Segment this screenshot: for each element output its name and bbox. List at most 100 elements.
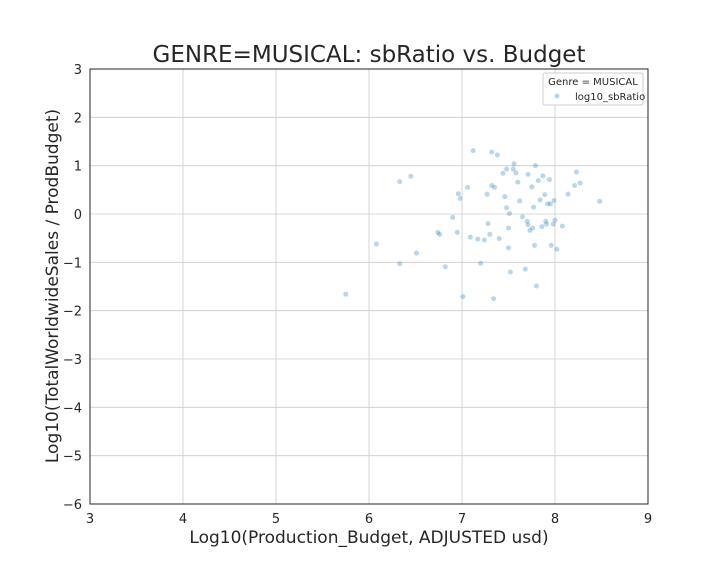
x-tick-label: 6 <box>365 512 373 527</box>
data-point <box>373 241 379 247</box>
data-point <box>454 229 460 235</box>
data-point <box>532 163 538 169</box>
data-point <box>524 218 530 224</box>
data-point <box>548 242 554 248</box>
data-point <box>525 171 531 177</box>
data-point <box>551 197 557 203</box>
data-point <box>491 296 497 302</box>
chart-title: GENRE=MUSICAL: sbRatio vs. Budget <box>153 42 586 68</box>
y-tick-label: −2 <box>63 305 82 320</box>
data-point <box>435 229 441 235</box>
data-point <box>546 177 552 183</box>
data-point <box>573 169 579 175</box>
data-point <box>506 225 511 231</box>
data-point <box>533 283 539 289</box>
data-point <box>408 173 414 179</box>
legend-box <box>542 72 644 106</box>
data-point <box>537 197 543 203</box>
data-point <box>522 266 528 272</box>
data-point <box>544 221 550 227</box>
data-point <box>478 260 484 266</box>
data-point <box>450 214 456 220</box>
data-point <box>543 218 549 224</box>
data-point <box>397 179 403 185</box>
data-point <box>437 231 443 237</box>
x-tick-label: 4 <box>179 512 187 527</box>
data-point <box>494 152 500 158</box>
data-point <box>502 194 508 200</box>
data-point <box>554 246 560 252</box>
y-tick-label: −1 <box>63 256 82 271</box>
data-point <box>506 211 512 217</box>
data-point <box>475 236 481 242</box>
data-point <box>465 184 471 190</box>
data-point <box>530 225 536 231</box>
data-point <box>572 182 578 188</box>
data-point <box>397 261 403 267</box>
data-point <box>485 221 491 227</box>
data-point <box>597 198 603 204</box>
data-point <box>547 201 553 207</box>
data-point <box>513 170 519 176</box>
data-point <box>487 231 493 237</box>
y-axis-label: Log10(TotalWorldwideSales / ProdBudget) <box>43 109 63 463</box>
y-tick-label: −3 <box>63 353 82 368</box>
data-point <box>489 182 495 188</box>
data-point <box>577 180 583 186</box>
data-point <box>527 227 533 233</box>
data-point <box>552 217 558 223</box>
data-point <box>489 149 495 155</box>
data-point <box>504 205 510 211</box>
y-tick-label: 0 <box>74 208 82 223</box>
data-point <box>511 161 517 167</box>
x-tick-label: 9 <box>644 512 652 527</box>
y-tick-labels: −6 −5 −4 −3 −2 −1 0 1 2 3 <box>63 63 82 513</box>
data-point <box>343 291 349 297</box>
x-tick-labels: 3 4 5 6 7 8 9 <box>86 512 652 527</box>
data-point <box>535 178 541 184</box>
data-point <box>540 173 546 179</box>
data-point <box>515 179 521 185</box>
data-point <box>481 237 487 243</box>
data-point <box>470 148 476 154</box>
data-point <box>506 245 511 251</box>
x-tick-label: 7 <box>458 512 466 527</box>
data-point <box>517 198 523 204</box>
data-point <box>525 222 531 228</box>
data-point <box>500 170 506 176</box>
legend-entry-label: log10_sbRatio <box>575 92 645 103</box>
data-point <box>484 191 490 197</box>
data-point <box>492 184 498 190</box>
y-tick-label: −6 <box>63 498 82 513</box>
data-points <box>343 148 603 302</box>
data-point <box>467 234 473 240</box>
data-point <box>532 242 538 248</box>
data-point <box>519 214 525 220</box>
data-point <box>496 236 502 242</box>
data-point <box>510 166 516 172</box>
data-point <box>550 221 556 227</box>
y-tick-label: −5 <box>63 450 82 465</box>
data-point <box>413 250 419 256</box>
legend-title: Genre = MUSICAL <box>548 77 638 88</box>
y-tick-label: −4 <box>63 401 82 416</box>
data-point <box>531 204 537 210</box>
data-point <box>529 184 535 190</box>
data-point <box>545 201 551 207</box>
x-tick-label: 8 <box>551 512 559 527</box>
x-tick-label: 5 <box>272 512 280 527</box>
data-point <box>539 224 545 230</box>
data-point <box>542 192 548 198</box>
plot-frame <box>89 68 649 505</box>
data-point <box>559 223 565 229</box>
x-tick-label: 3 <box>86 512 94 527</box>
data-point <box>442 264 448 270</box>
y-tick-label: 3 <box>74 63 82 78</box>
y-tick-label: 1 <box>74 160 82 175</box>
x-axis-label: Log10(Production_Budget, ADJUSTED usd) <box>189 528 548 548</box>
data-point <box>460 294 466 300</box>
data-point <box>504 166 510 172</box>
legend-marker <box>554 93 560 99</box>
y-tick-label: 2 <box>74 111 82 126</box>
